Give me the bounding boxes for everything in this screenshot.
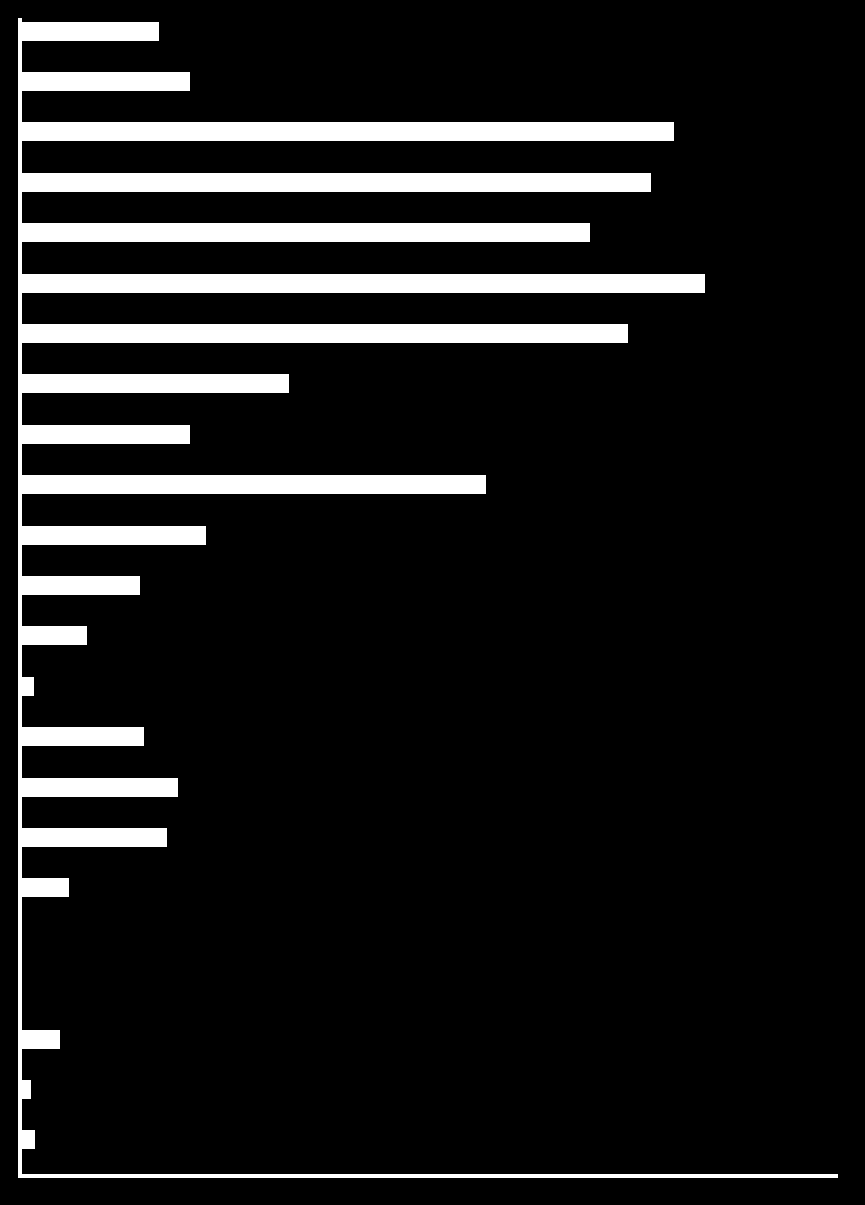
plot-area	[18, 18, 838, 1178]
bar-16	[22, 828, 167, 847]
bar-5	[22, 274, 705, 293]
bar-22	[22, 1130, 35, 1149]
bar-13	[22, 677, 34, 696]
bar-20	[22, 1030, 60, 1049]
bar-0	[22, 22, 159, 41]
bar-17	[22, 878, 69, 897]
bar-6	[22, 324, 628, 343]
bar-2	[22, 122, 674, 141]
bar-14	[22, 727, 144, 746]
bar-chart	[0, 0, 865, 1205]
bar-7	[22, 374, 289, 393]
y-axis	[18, 18, 22, 1178]
x-axis	[18, 1174, 838, 1178]
bar-3	[22, 173, 651, 192]
bar-21	[22, 1080, 31, 1099]
bar-8	[22, 425, 190, 444]
bar-10	[22, 526, 206, 545]
bar-15	[22, 778, 178, 797]
bar-4	[22, 223, 590, 242]
bar-1	[22, 72, 190, 91]
bar-12	[22, 626, 87, 645]
bar-11	[22, 576, 140, 595]
bar-9	[22, 475, 486, 494]
